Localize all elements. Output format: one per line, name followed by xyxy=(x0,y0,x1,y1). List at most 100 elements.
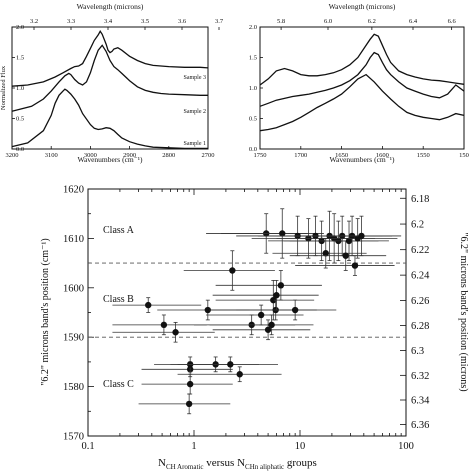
data-point-group xyxy=(215,270,322,301)
data-point xyxy=(270,296,277,304)
panel2-x2tick-label: 6.0 xyxy=(324,18,332,25)
data-point xyxy=(279,230,286,237)
data-point xyxy=(345,237,353,245)
panel-bottom: "6.2" microns band's position (cm⁻¹) "6.… xyxy=(40,185,469,472)
panel1-xtick-label: 2900 xyxy=(123,152,136,159)
panel2-xtick-label: 1700 xyxy=(294,152,307,159)
panel3-xtick-label: 100 xyxy=(398,441,414,452)
panel2-xtick-label: 1550 xyxy=(417,152,430,159)
legend-sample-2: Sample 2 xyxy=(184,109,207,115)
data-point-group xyxy=(112,297,202,313)
panel2-x2tick-label: 5.8 xyxy=(277,18,285,25)
panel2-series xyxy=(259,33,465,132)
data-point xyxy=(257,311,265,319)
panel2-xlabel: Wavenumbers (cm⁻¹) xyxy=(330,155,395,164)
panel3-points xyxy=(112,208,402,415)
panel3-frame xyxy=(87,188,407,437)
panel2-x2tick-label: 6.4 xyxy=(409,18,418,25)
data-point xyxy=(268,321,275,329)
data-point xyxy=(264,326,272,333)
series-line-sample-2 xyxy=(11,44,208,112)
data-point xyxy=(227,361,234,368)
panel1-ylabel: Normalized Flux xyxy=(0,65,7,110)
data-point-group xyxy=(112,314,207,336)
panel2-xtick-label: 1750 xyxy=(254,152,267,159)
panel3-y2tick-label: 6.32 xyxy=(411,371,429,382)
data-point xyxy=(172,329,179,336)
panel3-y2tick-label: 6.28 xyxy=(411,321,429,332)
panel2-xtick-label: 1600 xyxy=(376,152,389,159)
panel2-series-line-1 xyxy=(259,33,465,86)
data-point-group xyxy=(177,356,278,373)
panel3-ylabel: "6.2" microns band's position (cm⁻¹) xyxy=(40,238,51,385)
panel2-xtick-label: 1650 xyxy=(335,152,348,159)
data-point-group xyxy=(295,255,395,276)
data-point xyxy=(160,321,168,329)
panel2-series-line-3 xyxy=(259,73,465,132)
data-point xyxy=(273,292,280,299)
panel2-frame xyxy=(259,26,465,150)
data-point-group xyxy=(212,319,311,341)
data-point xyxy=(342,252,349,259)
panel1-ytick-label: 0.0 xyxy=(16,146,24,153)
panel3-y2tick-label: 6.34 xyxy=(411,396,430,407)
data-point-group xyxy=(304,215,402,257)
panel2-x2tick-label: 6.2 xyxy=(368,18,376,25)
panel3-y2tick-label: 6.22 xyxy=(411,245,429,256)
panel1-ticks: 3200 3100 3000 2900 2800 2700 3.2 3.3 3.4 3.5 3.6 3… xyxy=(6,18,224,159)
panel1-ytick-label: 0.5 xyxy=(16,116,24,123)
panel3-ytick-label: 1590 xyxy=(63,333,84,344)
panel2-ytick-label: 0.0 xyxy=(249,146,257,153)
data-point xyxy=(145,301,152,309)
panel2-ytick-label: 1.0 xyxy=(249,85,257,92)
series-line-sample-1 xyxy=(11,88,208,150)
data-point-group xyxy=(212,279,319,311)
data-point-group xyxy=(300,218,398,259)
panel1-ytick-label: 2.0 xyxy=(16,24,24,31)
panel-top-left: Wavelength (microns) Wavenumbers (cm⁻¹) … xyxy=(0,2,224,164)
data-point-group xyxy=(221,208,324,259)
panel3-xtick-label: 0.1 xyxy=(81,441,94,452)
panel3-y2tick-label: 6.3 xyxy=(411,346,424,357)
panel3-xtick-label: 10 xyxy=(295,441,306,452)
data-point xyxy=(322,250,329,257)
panel-top-right: Wavelength (microns) Wavenumbers (cm⁻¹) … xyxy=(249,2,469,164)
panel3-y2tick-label: 6.18 xyxy=(411,194,429,205)
panel3-ytick-label: 1570 xyxy=(63,432,84,443)
legend-sample-1: Sample 1 xyxy=(184,141,207,147)
panel2-ytick-label: 0.5 xyxy=(249,116,257,123)
panel1-xtick-label: 3000 xyxy=(84,152,97,159)
data-point-group xyxy=(272,237,367,269)
panel3-ytick-label: 1580 xyxy=(63,382,84,393)
panel3-ticks: 0.1 1 10 100 1570 1580 1590 1600 1610 1620 6.18 6.2… xyxy=(63,185,430,453)
data-point xyxy=(236,371,243,378)
data-point xyxy=(204,306,212,314)
class-b-label: Class B xyxy=(103,294,134,305)
panel3-ytick-label: 1620 xyxy=(63,185,84,196)
panel2-title: Wavelength (microns) xyxy=(329,2,396,11)
panel3-y2tick-label: 6.36 xyxy=(411,420,429,431)
panel3-ytick-label: 1610 xyxy=(63,234,84,245)
legend-sample-3: Sample 3 xyxy=(184,75,207,81)
panel1-x2tick-label: 3.5 xyxy=(141,18,149,25)
panel2-ytick-label: 2.0 xyxy=(249,24,257,31)
panel1-ytick-label: 1.0 xyxy=(16,85,24,92)
data-point xyxy=(277,282,285,289)
class-a-label: Class A xyxy=(103,225,135,236)
panel1-ytick-label: 1.5 xyxy=(16,55,24,62)
panel1-x2tick-label: 3.4 xyxy=(104,18,113,25)
panel1-x2tick-label: 3.3 xyxy=(67,18,75,25)
data-point-group xyxy=(209,314,314,336)
panel3-xlabel: NCH Aromatic versus NCHn aliphatic group… xyxy=(158,457,317,471)
data-point-group xyxy=(215,279,315,321)
panel1-xtick-label: 3100 xyxy=(45,152,58,159)
panel1-xlabel: Wavenumbers (cm⁻¹) xyxy=(78,155,143,164)
data-point-group xyxy=(141,373,233,395)
class-c-label: Class C xyxy=(103,379,134,390)
data-point xyxy=(291,306,299,314)
panel2-ticks: 1750 1700 1650 1600 1550 150 5.8 6.0 6.2 6.4 6.6 0.… xyxy=(249,18,469,159)
data-point-group xyxy=(236,299,337,321)
data-point xyxy=(186,380,194,388)
panel1-xtick-label: 2700 xyxy=(202,152,215,159)
